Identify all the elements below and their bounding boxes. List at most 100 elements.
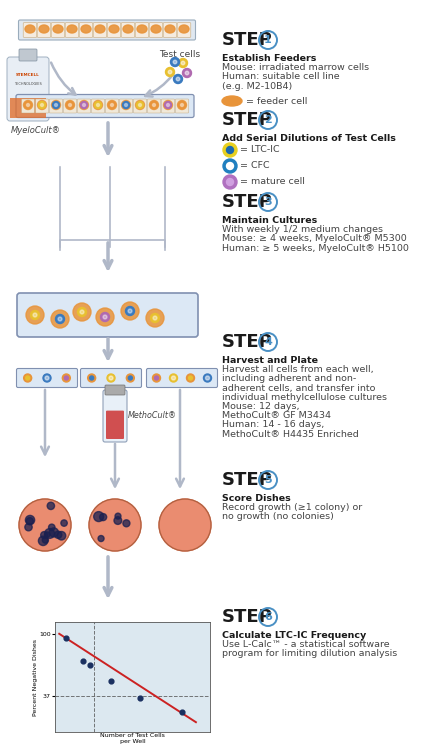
Circle shape (95, 101, 102, 109)
Circle shape (152, 374, 161, 382)
FancyBboxPatch shape (93, 22, 107, 38)
Circle shape (47, 503, 55, 509)
Text: 3: 3 (264, 197, 272, 207)
Circle shape (128, 376, 132, 380)
Circle shape (151, 314, 160, 322)
Text: Mouse: ≥ 4 weeks, MyeloCult® M5300: Mouse: ≥ 4 weeks, MyeloCult® M5300 (222, 235, 407, 244)
Text: STEP: STEP (222, 471, 273, 489)
Circle shape (187, 374, 194, 382)
X-axis label: Number of Test Cells
per Well: Number of Test Cells per Well (100, 734, 165, 744)
Text: Establish Feeders: Establish Feeders (222, 54, 316, 63)
Circle shape (24, 374, 32, 382)
Circle shape (206, 376, 210, 380)
Text: Use L-Calc™ - a statistical software: Use L-Calc™ - a statistical software (222, 640, 390, 650)
Circle shape (167, 104, 170, 106)
Circle shape (227, 178, 233, 185)
FancyBboxPatch shape (7, 57, 49, 121)
Text: STEP: STEP (222, 111, 273, 129)
Ellipse shape (79, 100, 89, 109)
Circle shape (183, 68, 191, 77)
Circle shape (43, 374, 51, 382)
Text: STEP: STEP (222, 193, 273, 211)
FancyBboxPatch shape (17, 293, 198, 337)
Circle shape (40, 104, 43, 106)
FancyBboxPatch shape (63, 99, 76, 113)
Circle shape (25, 524, 32, 531)
Circle shape (51, 310, 69, 328)
Text: Human: 14 - 16 days,: Human: 14 - 16 days, (222, 421, 324, 430)
Circle shape (185, 71, 189, 75)
Circle shape (227, 146, 233, 154)
Circle shape (178, 58, 187, 68)
Circle shape (38, 536, 48, 545)
FancyBboxPatch shape (107, 22, 121, 38)
Circle shape (98, 536, 104, 542)
Circle shape (101, 313, 109, 322)
Circle shape (24, 101, 32, 109)
Ellipse shape (93, 100, 102, 109)
Circle shape (69, 104, 72, 106)
Circle shape (108, 101, 115, 109)
Point (80, 656, 87, 668)
Circle shape (42, 537, 49, 543)
Circle shape (58, 317, 62, 321)
Circle shape (138, 104, 141, 106)
Text: Human: ≥ 5 weeks, MyeloCult® H5100: Human: ≥ 5 weeks, MyeloCult® H5100 (222, 244, 409, 253)
Circle shape (45, 376, 49, 380)
Text: Add Serial Dilutions of Test Cells: Add Serial Dilutions of Test Cells (222, 134, 396, 143)
Circle shape (45, 529, 55, 538)
Circle shape (26, 306, 44, 324)
Circle shape (96, 308, 114, 326)
Circle shape (100, 514, 107, 520)
Circle shape (111, 104, 114, 106)
FancyBboxPatch shape (121, 22, 135, 38)
Text: Calculate LTC-IC Frequency: Calculate LTC-IC Frequency (222, 631, 366, 640)
Text: Maintain Cultures: Maintain Cultures (222, 216, 317, 225)
Ellipse shape (52, 100, 60, 109)
Ellipse shape (222, 96, 242, 106)
Text: MyeloCult®: MyeloCult® (11, 126, 61, 135)
Text: no growth (no colonies): no growth (no colonies) (222, 512, 334, 521)
Text: 2: 2 (264, 115, 272, 125)
Circle shape (94, 512, 104, 521)
Text: STEMCELL: STEMCELL (16, 73, 40, 77)
FancyBboxPatch shape (105, 385, 125, 395)
Circle shape (109, 376, 113, 380)
FancyBboxPatch shape (177, 22, 191, 38)
Text: = feeder cell: = feeder cell (246, 97, 307, 106)
FancyBboxPatch shape (147, 368, 217, 388)
Ellipse shape (179, 25, 189, 33)
Text: 1: 1 (264, 35, 272, 45)
Circle shape (122, 101, 129, 109)
Point (87, 659, 94, 671)
Circle shape (80, 101, 88, 109)
Text: 6: 6 (264, 612, 272, 622)
Circle shape (78, 308, 86, 316)
Circle shape (227, 163, 233, 170)
FancyBboxPatch shape (19, 20, 195, 40)
Ellipse shape (81, 25, 91, 33)
Text: With weekly 1/2 medium changes: With weekly 1/2 medium changes (222, 225, 383, 234)
Ellipse shape (67, 25, 77, 33)
FancyBboxPatch shape (10, 98, 46, 118)
FancyBboxPatch shape (103, 390, 127, 442)
Circle shape (121, 302, 139, 320)
Circle shape (181, 62, 185, 64)
Circle shape (204, 374, 211, 382)
Text: individual methylcellulose cultures: individual methylcellulose cultures (222, 393, 387, 402)
FancyBboxPatch shape (22, 99, 34, 113)
Circle shape (178, 101, 185, 109)
Ellipse shape (66, 100, 75, 109)
Text: Harvest and Plate: Harvest and Plate (222, 356, 318, 365)
Circle shape (223, 143, 237, 157)
Ellipse shape (149, 100, 158, 109)
FancyBboxPatch shape (80, 368, 141, 388)
FancyBboxPatch shape (134, 99, 147, 113)
Y-axis label: Percent Negative Dishes: Percent Negative Dishes (33, 638, 38, 716)
FancyBboxPatch shape (149, 22, 163, 38)
Circle shape (165, 68, 174, 76)
Circle shape (26, 518, 33, 524)
Circle shape (152, 104, 155, 106)
Text: Human: suitable cell line: Human: suitable cell line (222, 73, 340, 82)
FancyBboxPatch shape (16, 94, 194, 118)
